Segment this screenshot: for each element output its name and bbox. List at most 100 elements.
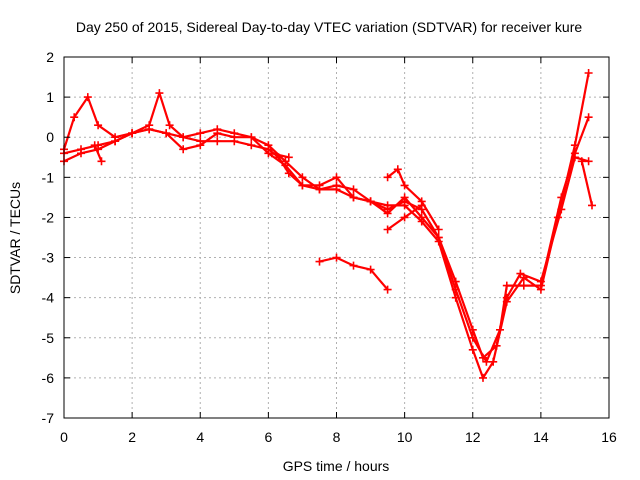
data-point-marker	[145, 121, 154, 130]
data-point-marker	[179, 145, 188, 154]
data-point-marker	[94, 121, 103, 130]
data-point-marker	[434, 233, 443, 242]
series-track-5	[383, 165, 443, 234]
y-tick-label: 0	[46, 129, 54, 145]
data-point-marker	[349, 193, 358, 202]
data-point-marker	[468, 345, 477, 354]
data-point-marker	[128, 129, 137, 138]
data-point-marker	[165, 121, 174, 130]
y-axis-label: SDTVAR / TECUs	[7, 182, 23, 294]
series-track-6	[383, 201, 426, 234]
data-point-marker	[496, 325, 504, 334]
y-tick-label: -3	[42, 250, 55, 266]
data-point-marker	[247, 141, 256, 150]
data-point-marker	[434, 225, 443, 234]
data-point-marker	[298, 181, 307, 190]
data-point-marker	[264, 141, 273, 150]
chart-title: Day 250 of 2015, Sidereal Day-to-day VTE…	[76, 19, 582, 35]
data-point-marker	[298, 173, 307, 182]
data-point-marker	[230, 129, 239, 138]
data-point-marker	[519, 281, 528, 290]
x-tick-label: 14	[533, 429, 549, 445]
series-track-4	[315, 253, 392, 294]
data-point-marker	[83, 93, 92, 102]
data-point-marker	[196, 141, 205, 150]
data-point-marker	[213, 137, 222, 146]
data-point-marker	[383, 209, 392, 218]
data-point-marker	[383, 285, 392, 294]
y-tick-label: -7	[42, 410, 55, 426]
y-tick-label: 1	[46, 89, 54, 105]
data-point-marker	[502, 281, 511, 290]
data-point-marker	[332, 185, 341, 194]
data-point-marker	[400, 193, 409, 202]
data-point-marker	[213, 125, 222, 134]
data-point-marker	[366, 197, 375, 206]
y-tick-label: -2	[42, 209, 55, 225]
data-point-marker	[77, 149, 85, 158]
data-point-marker	[155, 89, 164, 98]
data-point-marker	[111, 133, 120, 142]
data-point-marker	[584, 69, 593, 77]
series-line	[93, 144, 103, 162]
data-point-marker	[400, 181, 409, 190]
series-track-1	[60, 69, 593, 382]
series-line	[580, 161, 594, 206]
y-tick-label: -5	[42, 330, 55, 346]
data-layer	[60, 69, 596, 382]
data-point-marker	[451, 285, 460, 294]
data-point-marker	[584, 113, 593, 122]
series-track-7	[267, 149, 293, 162]
x-tick-label: 12	[465, 429, 481, 445]
data-point-marker	[332, 253, 341, 262]
series-track-8	[577, 157, 596, 210]
data-point-marker	[332, 173, 341, 182]
data-point-marker	[400, 213, 409, 222]
data-point-marker	[90, 141, 99, 150]
series-line	[63, 72, 590, 381]
data-point-marker	[196, 129, 205, 138]
series-line	[63, 128, 589, 360]
x-tick-label: 16	[601, 429, 617, 445]
data-point-marker	[479, 373, 487, 382]
data-point-marker	[383, 173, 392, 182]
data-point-marker	[570, 149, 579, 158]
x-tick-label: 2	[128, 429, 136, 445]
data-point-marker	[393, 165, 402, 174]
y-tick-label: -1	[42, 169, 55, 185]
data-point-marker	[417, 213, 426, 222]
data-point-marker	[267, 149, 276, 158]
x-tick-label: 10	[397, 429, 413, 445]
data-point-marker	[536, 281, 545, 290]
y-tick-label: -6	[42, 370, 55, 386]
x-tick-label: 8	[333, 429, 341, 445]
data-point-marker	[247, 133, 256, 142]
series-track-2	[60, 125, 593, 362]
data-point-marker	[584, 157, 593, 166]
data-point-marker	[349, 261, 358, 270]
data-point-marker	[97, 157, 106, 166]
data-point-marker	[557, 193, 566, 202]
series-track-9	[90, 141, 106, 166]
x-tick-label: 4	[196, 429, 204, 445]
data-point-marker	[468, 333, 477, 342]
data-point-marker	[516, 269, 525, 278]
data-point-marker	[588, 201, 596, 210]
data-point-marker	[366, 265, 375, 274]
data-point-marker	[417, 201, 426, 210]
y-tick-label: -4	[42, 290, 55, 306]
x-tick-label: 0	[60, 429, 68, 445]
data-point-marker	[315, 257, 324, 266]
x-axis-label: GPS time / hours	[283, 458, 390, 474]
data-point-marker	[179, 133, 188, 142]
series-line	[62, 89, 590, 365]
data-point-marker	[284, 153, 293, 162]
data-point-marker	[349, 185, 358, 194]
data-point-marker	[315, 185, 324, 194]
data-point-marker	[383, 225, 392, 234]
grid-layer	[64, 57, 609, 418]
data-point-marker	[482, 357, 491, 366]
series-track-3	[60, 89, 593, 366]
